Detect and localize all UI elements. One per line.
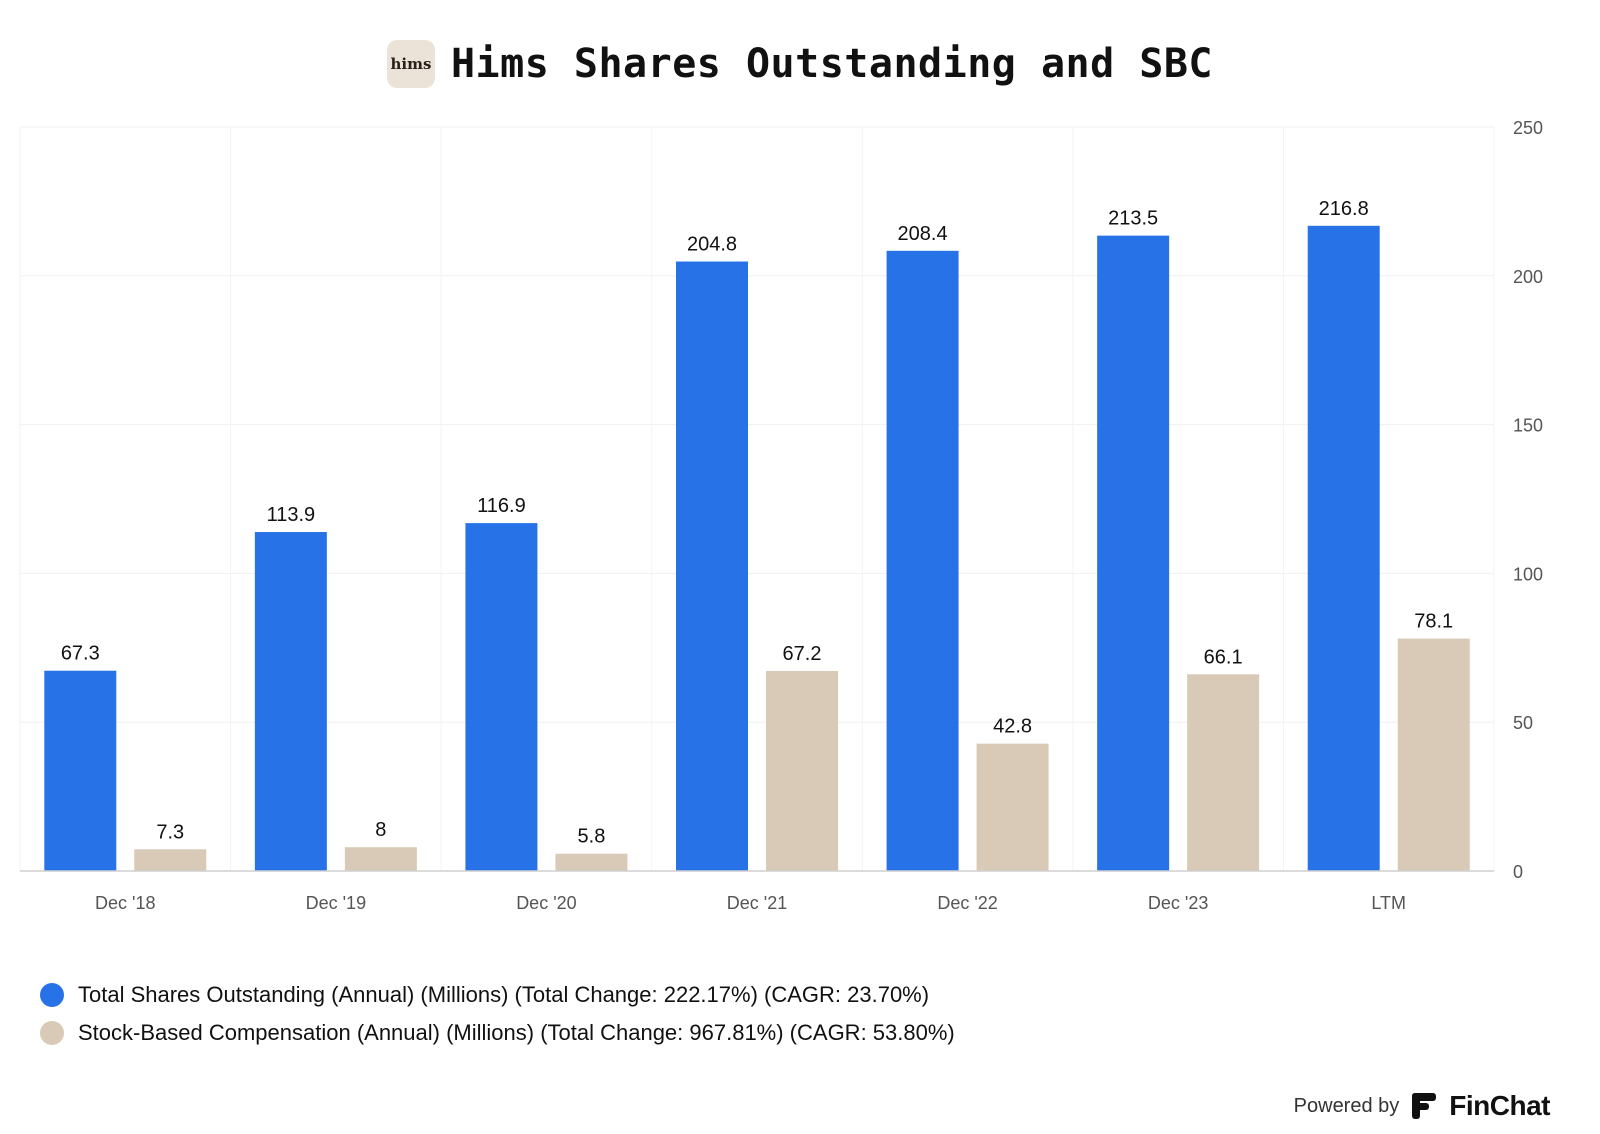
powered-by-finchat[interactable]: Powered by FinChat xyxy=(1293,1090,1551,1122)
data-label-shares: 216.8 xyxy=(1319,198,1369,220)
x-tick-label: Dec '20 xyxy=(516,893,576,913)
data-label-sbc: 67.2 xyxy=(783,643,822,665)
finchat-logo-icon xyxy=(1412,1093,1437,1119)
data-label-shares: 208.4 xyxy=(898,223,948,245)
x-tick-label: Dec '18 xyxy=(95,893,155,913)
x-tick-label: Dec '21 xyxy=(727,893,787,913)
x-tick-label: Dec '19 xyxy=(306,893,366,913)
bar-sbc xyxy=(976,743,1049,871)
bar-shares xyxy=(254,532,327,871)
data-label-shares: 67.3 xyxy=(61,643,100,665)
legend-marker-sbc xyxy=(40,1021,64,1045)
data-label-sbc: 66.1 xyxy=(1204,646,1243,668)
data-label-sbc: 78.1 xyxy=(1414,611,1453,633)
bar-chart: 0 50 100 150 200 250 67.3 7.3 Dec '18 113.9 8 Dec '… xyxy=(19,118,1543,913)
x-tick-label: Dec '22 xyxy=(937,893,997,913)
data-label-sbc: 8 xyxy=(375,819,386,841)
y-tick-label: 200 xyxy=(1513,267,1543,287)
hims-logo: hims xyxy=(386,40,435,88)
y-tick-label: 250 xyxy=(1513,118,1543,138)
chart-title: Hims Shares Outstanding and SBC xyxy=(450,41,1214,87)
data-label-shares: 204.8 xyxy=(687,234,737,256)
bar-sbc xyxy=(1397,638,1470,871)
powered-by-text: Powered by xyxy=(1293,1094,1400,1117)
bar-sbc xyxy=(344,847,417,871)
y-tick-label: 100 xyxy=(1513,564,1543,584)
chart-legend: Total Shares Outstanding (Annual) (Milli… xyxy=(40,976,955,1052)
finchat-brand: FinChat xyxy=(1449,1090,1550,1121)
bar-sbc xyxy=(766,671,838,871)
bar-shares xyxy=(44,670,117,871)
data-label-shares: 116.9 xyxy=(477,495,526,517)
y-tick-label: 150 xyxy=(1513,416,1543,436)
legend-label-shares: Total Shares Outstanding (Annual) (Milli… xyxy=(78,982,930,1007)
x-tick-label: LTM xyxy=(1371,893,1406,913)
legend-label-sbc: Stock-Based Compensation (Annual) (Milli… xyxy=(78,1020,955,1045)
bar-shares xyxy=(886,250,959,871)
data-label-shares: 113.9 xyxy=(267,504,316,526)
data-label-shares: 213.5 xyxy=(1108,208,1158,230)
bar-sbc xyxy=(1187,674,1260,871)
bar-shares xyxy=(465,523,538,871)
bar-sbc xyxy=(134,849,207,871)
data-label-sbc: 7.3 xyxy=(156,821,184,843)
bar-shares xyxy=(1307,225,1380,871)
bar-shares xyxy=(1097,235,1170,871)
bar-sbc xyxy=(555,853,628,871)
bar-shares xyxy=(676,261,748,871)
data-label-sbc: 5.8 xyxy=(578,826,606,848)
legend-item-shares[interactable]: Total Shares Outstanding (Annual) (Milli… xyxy=(40,976,955,1014)
data-label-sbc: 42.8 xyxy=(993,716,1032,738)
y-tick-label: 50 xyxy=(1513,713,1533,733)
legend-marker-shares xyxy=(40,983,64,1007)
x-tick-label: Dec '23 xyxy=(1148,893,1208,913)
y-tick-label: 0 xyxy=(1513,862,1523,882)
chart-header: hims Hims Shares Outstanding and SBC xyxy=(0,34,1600,94)
legend-item-sbc[interactable]: Stock-Based Compensation (Annual) (Milli… xyxy=(40,1014,955,1052)
